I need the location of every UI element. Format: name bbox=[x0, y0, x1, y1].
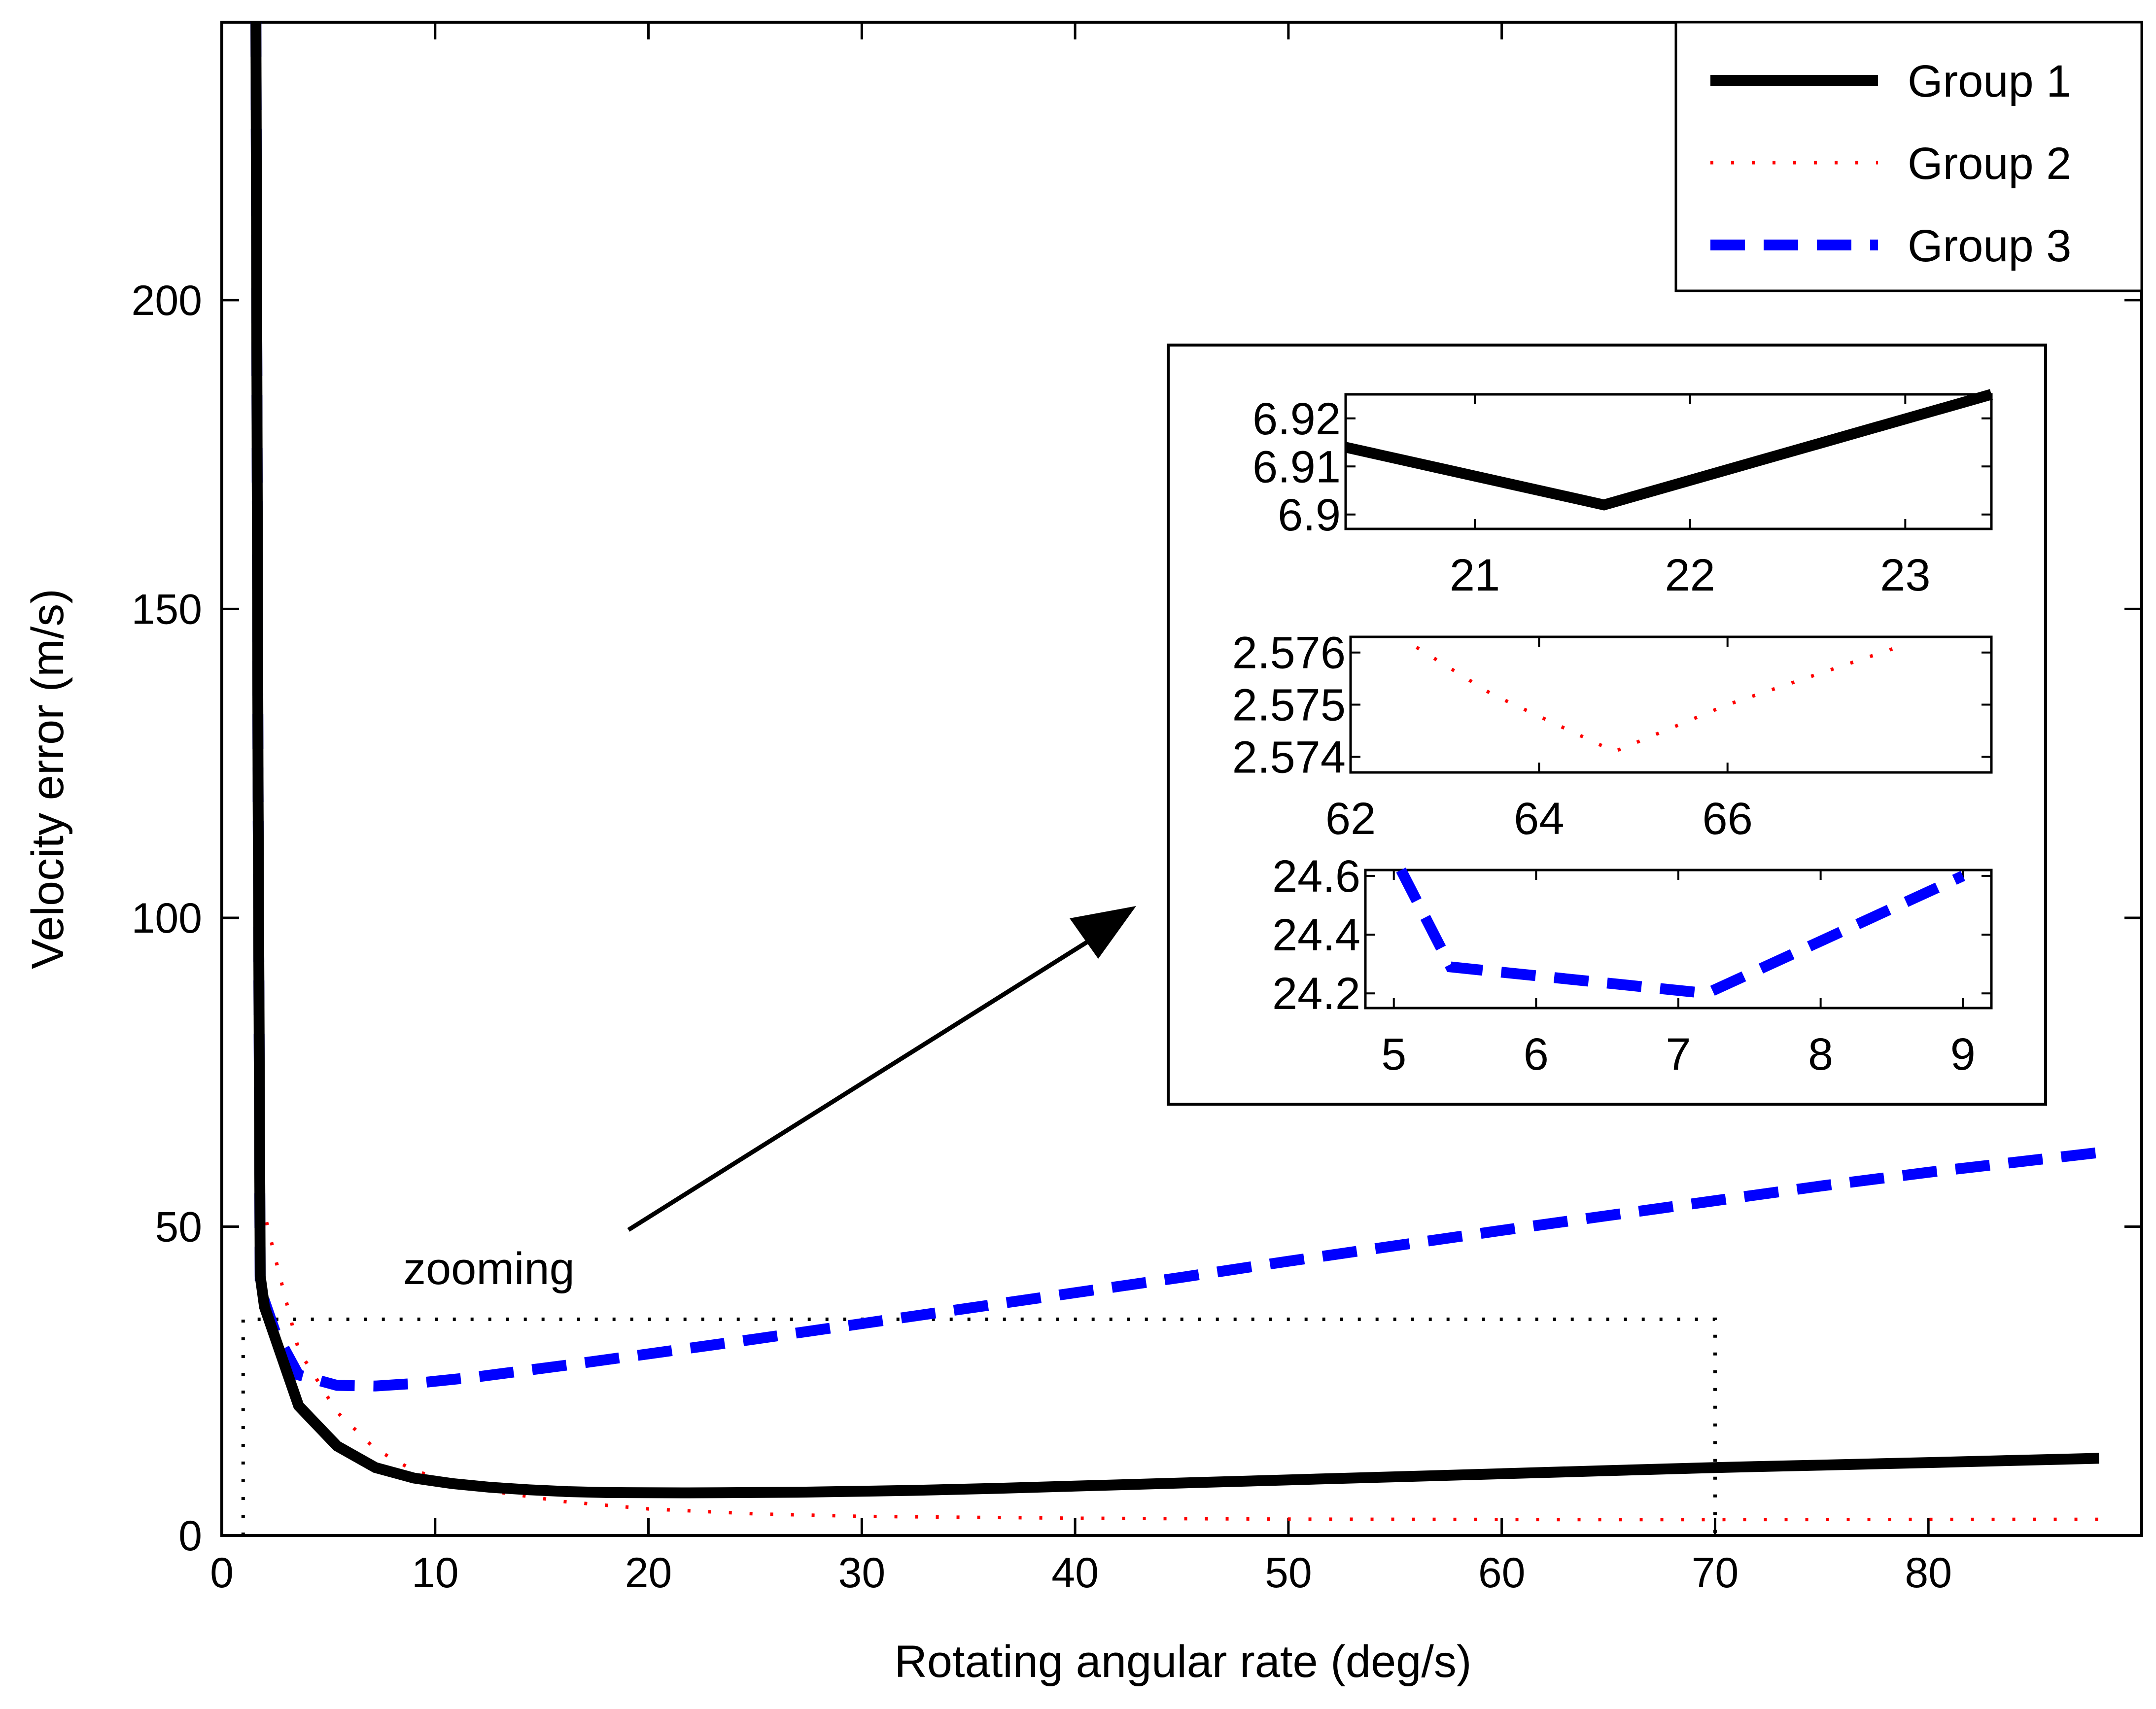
inset-x-tick-label: 5 bbox=[1381, 1029, 1406, 1080]
series-line-group-1 bbox=[250, 22, 2099, 1499]
inset-frame bbox=[1344, 393, 1993, 530]
inset-x-tick-label: 6 bbox=[1524, 1029, 1549, 1080]
x-tick-label: 70 bbox=[1692, 1549, 1739, 1597]
zooming-label: zooming bbox=[403, 1244, 575, 1294]
y-tick-label: 100 bbox=[132, 895, 203, 942]
inset-x-tick-label: 9 bbox=[1950, 1029, 1976, 1080]
inset-x-tick-label: 7 bbox=[1666, 1029, 1691, 1080]
series-line-group-3 bbox=[250, 22, 2100, 1392]
y-axis-title: Velocity error (m/s) bbox=[23, 589, 73, 969]
legend: Group 1 Group 2 Group 3 bbox=[1674, 21, 2143, 292]
inset-frame bbox=[1349, 635, 1993, 774]
x-tick-label: 20 bbox=[625, 1549, 672, 1597]
inset-x-tick-label: 8 bbox=[1808, 1029, 1833, 1080]
y-tick-label: 0 bbox=[178, 1512, 202, 1560]
main-axis-ticks: 0 10 20 30 40 50 60 70 80 0 50 100 150 200 bbox=[132, 22, 2142, 1597]
main-plot-frame bbox=[220, 21, 2143, 1537]
zoom-region-box bbox=[241, 1317, 1717, 1535]
inset-group-1: 21 22 23 6.96.916.92 bbox=[1252, 389, 1993, 600]
legend-box bbox=[1674, 21, 2143, 292]
x-tick-label: 80 bbox=[1905, 1549, 1952, 1597]
legend-label-group-3: Group 3 bbox=[1908, 221, 2071, 271]
inset-y-tick-label: 24.2 bbox=[1272, 969, 1360, 1019]
inset-series-line bbox=[1396, 867, 1965, 999]
inset-y-tick-label: 6.9 bbox=[1278, 490, 1341, 540]
x-tick-label: 10 bbox=[412, 1549, 459, 1597]
zoom-arrow bbox=[627, 906, 1136, 1232]
inset-x-tick-label: 22 bbox=[1665, 550, 1715, 600]
x-tick-label: 60 bbox=[1478, 1549, 1526, 1597]
zoom-arrowhead bbox=[1070, 906, 1136, 959]
inset-y-tick-label: 2.574 bbox=[1232, 732, 1346, 782]
main-series-lines bbox=[250, 22, 2100, 1522]
y-tick-label: 150 bbox=[132, 586, 203, 633]
inset-y-tick-label: 6.91 bbox=[1252, 442, 1341, 492]
y-tick-label: 200 bbox=[132, 277, 203, 324]
x-axis-title: Rotating angular rate (deg/s) bbox=[894, 1637, 1471, 1687]
inset-x-tick-label: 21 bbox=[1450, 550, 1500, 600]
x-tick-label: 0 bbox=[210, 1549, 234, 1597]
legend-label-group-2: Group 2 bbox=[1908, 139, 2071, 189]
x-tick-label: 30 bbox=[838, 1549, 885, 1597]
x-tick-label: 50 bbox=[1265, 1549, 1312, 1597]
inset-y-tick-label: 6.92 bbox=[1252, 394, 1341, 444]
inset-x-tick-label: 64 bbox=[1514, 794, 1564, 844]
inset-y-tick-label: 2.575 bbox=[1232, 680, 1346, 731]
series-line-group-2 bbox=[254, 22, 2099, 1522]
inset-y-tick-label: 24.6 bbox=[1272, 851, 1360, 902]
inset-group-3: 5 6 7 8 9 24.2 24.4 24.6 bbox=[1272, 851, 1993, 1080]
y-tick-label: 50 bbox=[155, 1203, 202, 1251]
legend-label-group-1: Group 1 bbox=[1908, 56, 2071, 106]
inset-x-tick-label: 23 bbox=[1880, 550, 1930, 600]
inset-y-tick-label: 24.4 bbox=[1272, 910, 1360, 960]
inset-series-line bbox=[1344, 389, 1993, 511]
inset-x-tick-label: 66 bbox=[1703, 794, 1753, 844]
inset-x-tick-label: 62 bbox=[1325, 794, 1376, 844]
x-tick-label: 40 bbox=[1051, 1549, 1099, 1597]
zoom-box-outline bbox=[241, 1317, 1717, 1535]
inset-y-tick-label: 2.576 bbox=[1232, 628, 1346, 678]
